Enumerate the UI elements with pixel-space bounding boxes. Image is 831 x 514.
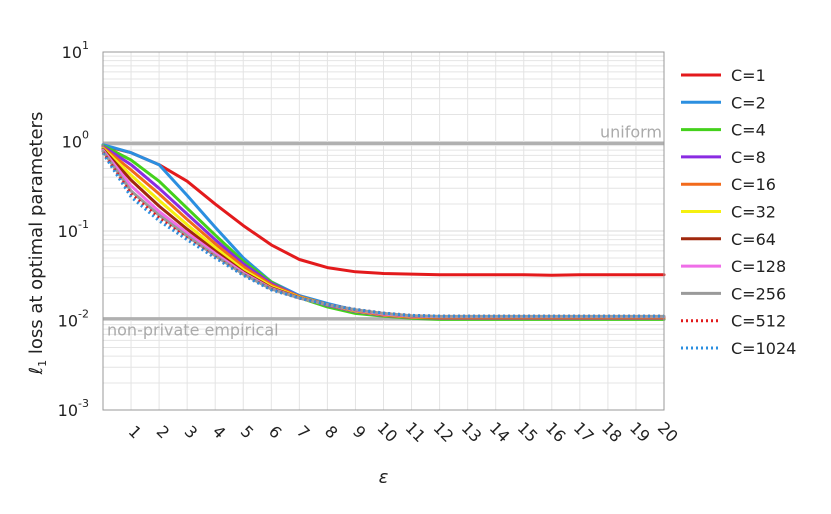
y-tick-label: 100 xyxy=(62,129,89,152)
series-lines xyxy=(101,143,666,321)
x-tick-label: 10 xyxy=(373,418,401,446)
plot-frame xyxy=(102,51,665,411)
legend-label-c-1024: C=1024 xyxy=(731,339,796,358)
y-axis-title-subscript: 1 xyxy=(36,360,49,367)
y-tick-label: 101 xyxy=(62,39,89,62)
legend-label-c-128: C=128 xyxy=(731,257,786,276)
legend: C=1 C=2 C=4 C=8 C=16 C=32 C=64 C=128 C=256 C=512 C… xyxy=(681,66,796,358)
y-tick-labels: 10-3 10-2 10-1 100 101 xyxy=(58,39,89,420)
y-axis-title-text: loss at optimal parameters xyxy=(26,112,47,360)
grid xyxy=(103,52,665,411)
x-tick-label: 17 xyxy=(570,418,598,446)
x-tick-label: 19 xyxy=(626,418,654,446)
x-tick-label: 20 xyxy=(654,418,682,446)
x-tick-label: 6 xyxy=(265,422,286,443)
y-tick-label: 10-2 xyxy=(58,308,89,331)
x-tick-label: 15 xyxy=(514,418,542,446)
series-line-c-1024 xyxy=(101,152,664,318)
reference-label-non-private: non-private empirical xyxy=(107,321,279,340)
x-tick-label: 2 xyxy=(153,422,174,443)
legend-label-c-16: C=16 xyxy=(731,175,776,194)
x-tick-label: 5 xyxy=(237,422,258,443)
legend-label-c-256: C=256 xyxy=(731,284,786,303)
y-axis-title: ℓ1 loss at optimal parameters xyxy=(26,112,49,376)
legend-label-c-512: C=512 xyxy=(731,312,786,331)
x-tick-label: 7 xyxy=(293,422,314,443)
legend-label-c-32: C=32 xyxy=(731,203,776,222)
x-tick-label: 18 xyxy=(598,418,626,446)
x-axis-title: ε xyxy=(379,467,389,488)
y-tick-label: 10-1 xyxy=(58,218,89,241)
reference-label-uniform: uniform xyxy=(600,122,662,141)
legend-label-c-1: C=1 xyxy=(731,66,766,85)
x-tick-label: 8 xyxy=(321,422,342,443)
x-tick-label: 11 xyxy=(402,418,430,446)
legend-label-c-64: C=64 xyxy=(731,230,776,249)
x-tick-label: 12 xyxy=(430,418,458,446)
legend-label-c-8: C=8 xyxy=(731,148,766,167)
y-tick-label: 10-3 xyxy=(58,397,89,420)
series-line-c-1 xyxy=(101,144,666,277)
x-tick-label: 4 xyxy=(209,422,230,443)
x-tick-labels: 1 2 3 4 5 6 7 8 9 10 11 12 13 14 15 16 17 18 19 20 xyxy=(125,418,682,446)
legend-label-c-2: C=2 xyxy=(731,93,766,112)
x-tick-label: 14 xyxy=(486,418,514,446)
x-tick-label: 3 xyxy=(181,422,202,443)
x-tick-label: 16 xyxy=(542,418,570,446)
x-tick-label: 9 xyxy=(349,422,370,443)
x-tick-label: 13 xyxy=(458,418,486,446)
x-tick-label: 1 xyxy=(125,422,146,443)
legend-label-c-4: C=4 xyxy=(731,121,766,140)
y-axis-title-symbol: ℓ xyxy=(26,367,47,375)
